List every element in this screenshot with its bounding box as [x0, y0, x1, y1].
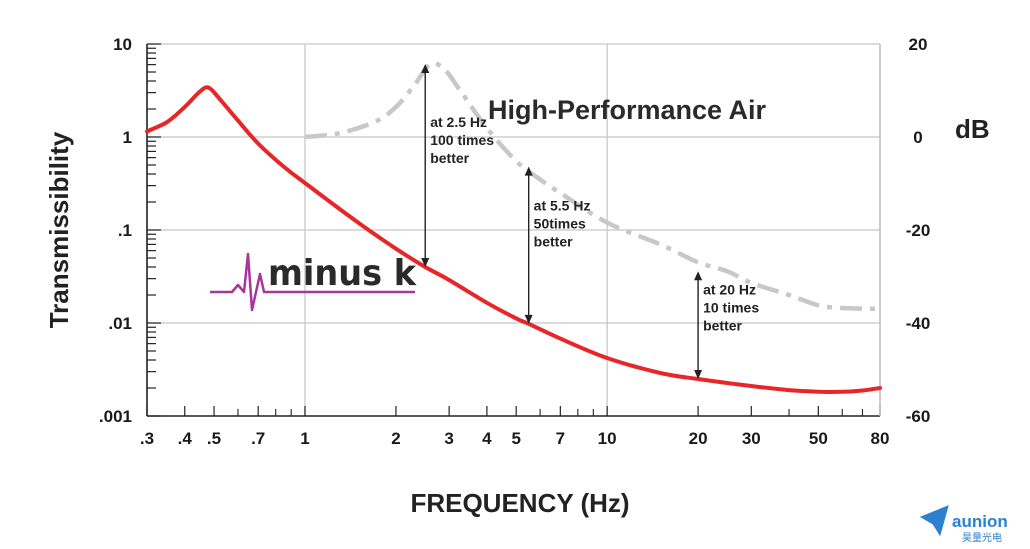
grid-layer: [147, 43, 880, 416]
y-tick-labels: 10 1 .1 .01 .001: [99, 35, 132, 426]
annotation-arrow-head-down: [524, 314, 533, 324]
x-tick-label: 3: [444, 429, 453, 448]
x-tick-label: 7: [556, 429, 565, 448]
annotation-arrow-head-down: [421, 258, 430, 268]
y-tick-label: .01: [108, 314, 132, 333]
paper-plane-icon: [919, 505, 949, 537]
annotation-arrow-head-down: [694, 369, 703, 379]
x-tick-label: 2: [391, 429, 400, 448]
y-tick-label: 1: [123, 128, 132, 147]
x-tick-label: .7: [251, 429, 265, 448]
aunion-watermark: aunion 昊量光电: [919, 505, 1008, 544]
annotation-arrow-head-up: [421, 63, 430, 73]
y-tick-label: .1: [118, 221, 132, 240]
x-tick-label: 50: [809, 429, 828, 448]
x-tick-label: 20: [689, 429, 708, 448]
x-axis-title: FREQUENCY (Hz): [410, 488, 629, 518]
annotation-arrow-head-up: [524, 166, 533, 176]
x-tick-labels: .3 .4 .5 .7 1 2 3 4 5 7 10 20 30 50 80: [140, 429, 890, 448]
annotation-text: 10 times: [703, 300, 759, 316]
annotation-text: at 2.5 Hz: [430, 114, 487, 130]
x-tick-label: .3: [140, 429, 154, 448]
annotation-text: at 20 Hz: [703, 282, 756, 298]
air-isolation-curve: [304, 60, 881, 312]
series-layer: [145, 60, 882, 394]
y2-tick-label: -40: [906, 314, 931, 333]
y-tick-label: .001: [99, 407, 132, 426]
annotation-text: 100 times: [430, 132, 494, 148]
y2-tick-label: -60: [906, 407, 931, 426]
curve-label: High-Performance Air: [488, 95, 767, 125]
x-tick-label: 30: [742, 429, 761, 448]
annotation-text: at 5.5 Hz: [534, 198, 591, 214]
y-tick-label: 10: [113, 35, 132, 54]
minus-k-logo-pulse: [210, 252, 415, 312]
annotation-text: better: [430, 150, 469, 166]
y-minor-ticks: [146, 43, 881, 417]
watermark-name: aunion: [952, 512, 1008, 531]
y2-tick-label: 0: [913, 128, 922, 147]
minus-k-logo-text: minus k: [268, 253, 417, 294]
minus-k-logo: minus k: [210, 252, 417, 312]
x-tick-label: 5: [511, 429, 520, 448]
y2-axis-title: dB: [955, 114, 990, 144]
minus-k-curve: [145, 85, 882, 394]
x-tick-label: 1: [300, 429, 309, 448]
annotation-layer: at 2.5 Hz 100 times better at 5.5 Hz 50times…: [421, 63, 759, 379]
x-tick-label: 10: [598, 429, 617, 448]
annotation-text: better: [534, 234, 573, 250]
y2-tick-label: 20: [909, 35, 928, 54]
annotation-text: 50times: [534, 216, 586, 232]
x-tick-label: 80: [871, 429, 890, 448]
y-axis-title: Transmissibility: [44, 131, 74, 328]
watermark-subtitle: 昊量光电: [962, 531, 1002, 544]
x-tick-label: .5: [207, 429, 221, 448]
x-tick-label: .4: [178, 429, 193, 448]
y2-tick-label: -20: [906, 221, 931, 240]
y2-tick-labels: 20 0 -20 -40 -60: [906, 35, 931, 426]
annotation-arrow-head-up: [694, 271, 703, 281]
x-tick-label: 4: [482, 429, 492, 448]
annotation-text: better: [703, 318, 742, 334]
